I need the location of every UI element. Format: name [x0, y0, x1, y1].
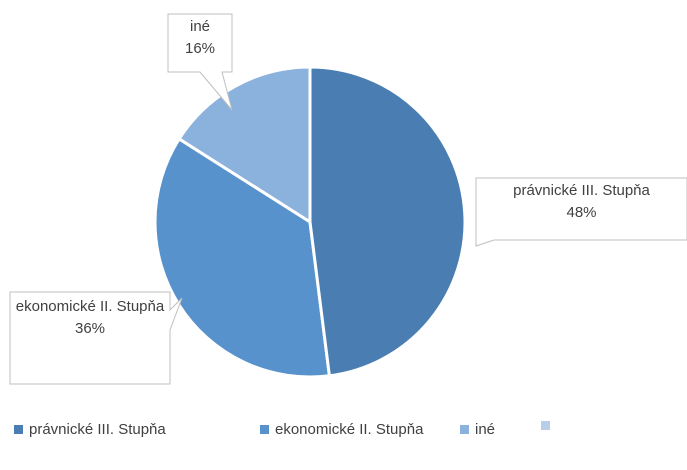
label-category: iné: [189, 18, 211, 35]
legend-label: ekonomické II. Stupňa: [275, 421, 424, 438]
pie-slice: [308, 65, 467, 378]
legend-swatch: [460, 425, 469, 434]
callout-box: [167, 13, 233, 111]
label-category: ekonomické II. Stupňa: [15, 298, 165, 315]
callout-box: [9, 291, 183, 385]
label-value: 16%: [184, 40, 216, 57]
legend-item: ekonomické II. Stupňa: [260, 421, 423, 438]
callout-box: [475, 177, 687, 247]
pie-slice: [177, 65, 312, 225]
label-value: 48%: [566, 204, 597, 221]
legend-item: [541, 421, 556, 430]
label-value: 36%: [74, 320, 106, 337]
legend-swatch: [14, 425, 23, 434]
legend-item: iné: [460, 421, 495, 438]
data-label: ekonomické II. Stupňa 36%: [10, 296, 170, 340]
legend-item: právnické III. Stupňa: [14, 421, 166, 438]
legend-swatch: [260, 425, 269, 434]
legend-label: právnické III. Stupňa: [29, 421, 166, 438]
data-label: iné 16%: [168, 16, 232, 60]
label-category: právnické III. Stupňa: [513, 182, 650, 199]
data-label: právnické III. Stupňa 48%: [476, 180, 687, 224]
legend-label: iné: [475, 421, 496, 438]
legend-swatch: [541, 421, 550, 430]
